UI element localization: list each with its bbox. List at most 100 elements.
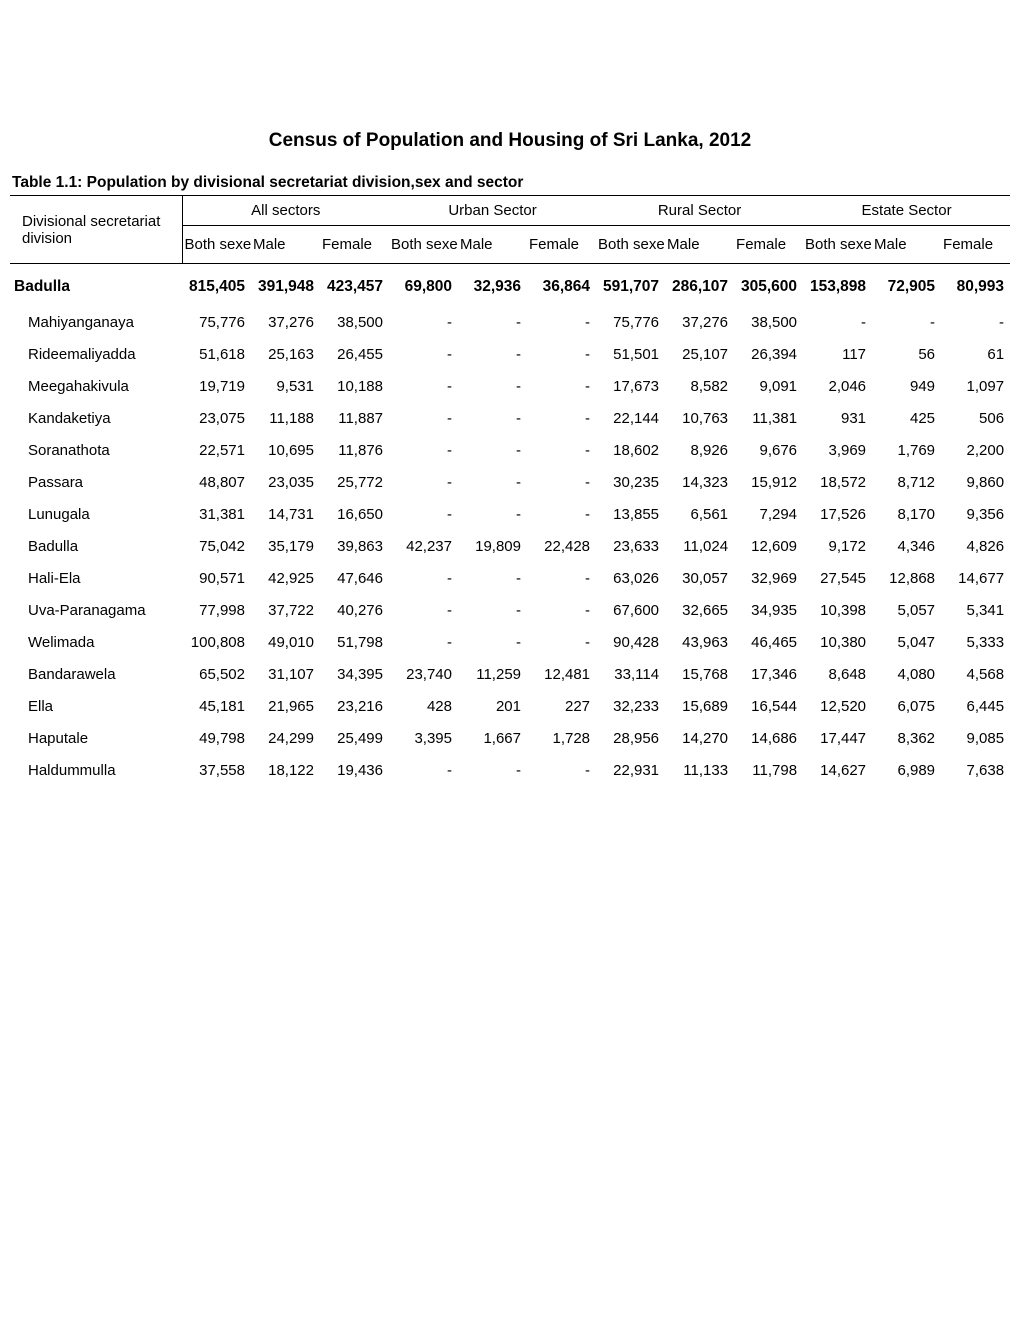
cell-value: 11,133 [665, 754, 734, 786]
cell-value: 6,445 [941, 690, 1010, 722]
cell-value: 23,035 [251, 466, 320, 498]
cell-value: 8,926 [665, 434, 734, 466]
cell-value: - [458, 370, 527, 402]
cell-value: 48,807 [182, 466, 251, 498]
cell-value: 227 [527, 690, 596, 722]
table-row: Uva-Paranagama77,99837,72240,276---67,60… [10, 594, 1010, 626]
cell-value: 9,860 [941, 466, 1010, 498]
table-row: Soranathota22,57110,69511,876---18,6028,… [10, 434, 1010, 466]
cell-value: 8,712 [872, 466, 941, 498]
cell-value: 22,931 [596, 754, 665, 786]
cell-value: 32,969 [734, 562, 803, 594]
cell-value: 9,676 [734, 434, 803, 466]
cell-value: - [941, 306, 1010, 338]
cell-value: 3,969 [803, 434, 872, 466]
cell-value: 7,638 [941, 754, 1010, 786]
cell-value: 8,362 [872, 722, 941, 754]
cell-value: 12,481 [527, 658, 596, 690]
cell-value: 7,294 [734, 498, 803, 530]
cell-value: - [458, 338, 527, 370]
cell-value: 19,809 [458, 530, 527, 562]
cell-value: - [389, 402, 458, 434]
table-row: Mahiyanganaya75,77637,27638,500---75,776… [10, 306, 1010, 338]
cell-value: 11,188 [251, 402, 320, 434]
cell-value: 25,772 [320, 466, 389, 498]
cell-value: 4,826 [941, 530, 1010, 562]
cell-value: 51,501 [596, 338, 665, 370]
page-title: Census of Population and Housing of Sri … [10, 130, 1010, 152]
cell-value: 10,695 [251, 434, 320, 466]
cell-value: 43,963 [665, 626, 734, 658]
col-subheader: Female [320, 226, 389, 264]
table-row: Haputale49,79824,29925,4993,3951,6671,72… [10, 722, 1010, 754]
cell-value: 17,526 [803, 498, 872, 530]
cell-value: 15,689 [665, 690, 734, 722]
table-row: Hali-Ela90,57142,92547,646---63,02630,05… [10, 562, 1010, 594]
cell-value: 36,864 [527, 264, 596, 307]
cell-value: - [527, 562, 596, 594]
division-name: Hali-Ela [10, 562, 182, 594]
cell-value: 14,731 [251, 498, 320, 530]
col-subheader: Female [734, 226, 803, 264]
cell-value: 6,075 [872, 690, 941, 722]
cell-value: 11,381 [734, 402, 803, 434]
cell-value: 42,237 [389, 530, 458, 562]
cell-value: 15,912 [734, 466, 803, 498]
cell-value: 42,925 [251, 562, 320, 594]
cell-value: - [458, 626, 527, 658]
cell-value: 25,499 [320, 722, 389, 754]
cell-value: - [458, 306, 527, 338]
cell-value: 23,216 [320, 690, 389, 722]
cell-value: 12,868 [872, 562, 941, 594]
cell-value: 72,905 [872, 264, 941, 307]
cell-value: 75,776 [596, 306, 665, 338]
cell-value: 9,085 [941, 722, 1010, 754]
cell-value: - [389, 338, 458, 370]
cell-value: 9,531 [251, 370, 320, 402]
cell-value: 4,346 [872, 530, 941, 562]
cell-value: 100,808 [182, 626, 251, 658]
cell-value: - [527, 306, 596, 338]
division-name: Passara [10, 466, 182, 498]
col-subheader: Both sexes [389, 226, 458, 264]
cell-value: - [803, 306, 872, 338]
cell-value: 65,502 [182, 658, 251, 690]
cell-value: 201 [458, 690, 527, 722]
cell-value: 931 [803, 402, 872, 434]
table-row: Haldummulla37,55818,12219,436---22,93111… [10, 754, 1010, 786]
cell-value: 11,024 [665, 530, 734, 562]
cell-value: 18,572 [803, 466, 872, 498]
cell-value: 13,855 [596, 498, 665, 530]
division-name: Ella [10, 690, 182, 722]
cell-value: 9,091 [734, 370, 803, 402]
cell-value: - [389, 498, 458, 530]
cell-value: - [389, 594, 458, 626]
cell-value: - [527, 594, 596, 626]
table-row: Welimada100,80849,01051,798---90,42843,9… [10, 626, 1010, 658]
cell-value: 23,740 [389, 658, 458, 690]
cell-value: - [389, 562, 458, 594]
cell-value: - [389, 754, 458, 786]
cell-value: 18,602 [596, 434, 665, 466]
cell-value: 12,520 [803, 690, 872, 722]
cell-value: 67,600 [596, 594, 665, 626]
cell-value: 2,046 [803, 370, 872, 402]
cell-value: 153,898 [803, 264, 872, 307]
col-subheader: Male [251, 226, 320, 264]
cell-value: 22,428 [527, 530, 596, 562]
cell-value: 19,719 [182, 370, 251, 402]
cell-value: 63,026 [596, 562, 665, 594]
cell-value: 506 [941, 402, 1010, 434]
table-row: Badulla75,04235,17939,86342,23719,80922,… [10, 530, 1010, 562]
cell-value: 90,571 [182, 562, 251, 594]
cell-value: 15,768 [665, 658, 734, 690]
cell-value: 9,356 [941, 498, 1010, 530]
cell-value: 14,270 [665, 722, 734, 754]
cell-value: 45,181 [182, 690, 251, 722]
col-subheader: Male [458, 226, 527, 264]
cell-value: - [389, 434, 458, 466]
cell-value: 61 [941, 338, 1010, 370]
cell-value: 6,561 [665, 498, 734, 530]
cell-value: 32,233 [596, 690, 665, 722]
cell-value: - [458, 434, 527, 466]
